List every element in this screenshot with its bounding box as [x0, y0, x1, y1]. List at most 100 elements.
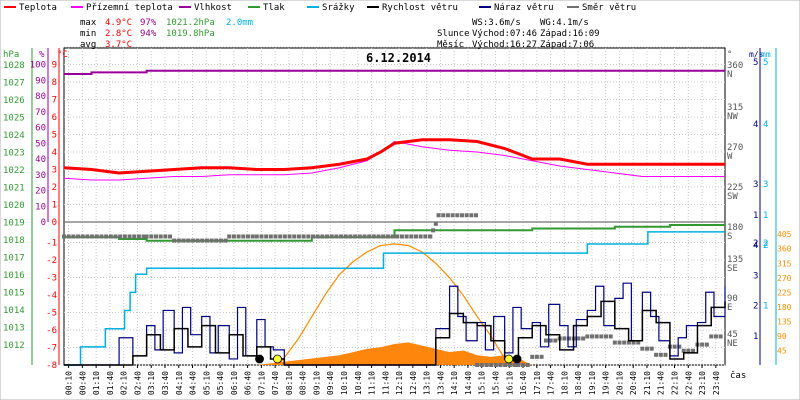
- solar-tick: 90: [777, 332, 787, 341]
- wind-direction-point: [273, 234, 278, 239]
- ms-tick: 2: [753, 302, 758, 312]
- wind-direction-point: [617, 340, 622, 345]
- hpa-tick: 1027: [3, 79, 25, 89]
- ms-tick: 4: [753, 120, 758, 130]
- solar-tick: 225: [777, 288, 792, 297]
- wind-direction-point: [469, 213, 474, 218]
- legend: Teplota Přízemní teplota Vlhkost Tlak Srážky…: [4, 3, 636, 13]
- wind-direction-point: [315, 234, 320, 239]
- dir-tick: 315: [727, 103, 743, 113]
- wind-direction-point: [654, 352, 659, 357]
- legend-label: Rychlost větru: [382, 3, 458, 13]
- wind-direction-point: [548, 338, 553, 343]
- degc-tick: -3: [46, 274, 57, 284]
- wind-direction-point: [200, 238, 205, 243]
- wind-direction-point: [250, 234, 255, 239]
- wind-direction-point: [649, 346, 654, 351]
- wind-direction-point: [489, 363, 494, 367]
- wind-direction-point: [376, 234, 381, 239]
- wind-direction-point: [589, 334, 594, 339]
- ms-tick: 2: [753, 239, 758, 249]
- wind-direction-point: [390, 234, 395, 239]
- ms-tick: 3: [753, 180, 758, 190]
- wind-direction-point: [658, 352, 663, 357]
- mm-tick: 1: [763, 302, 768, 312]
- wind-direction-point: [431, 228, 436, 233]
- wind-direction-point: [626, 340, 631, 345]
- wind-direction-point: [325, 234, 330, 239]
- degc-tick: 6: [52, 113, 57, 123]
- wind-direction-point: [245, 234, 250, 239]
- wind-direction-point: [521, 363, 526, 367]
- wind-direction-point: [176, 238, 181, 243]
- time-tick: 02:10: [120, 371, 129, 395]
- pct-tick: 20: [35, 187, 46, 197]
- time-tick: 22:10: [671, 371, 680, 395]
- ms-tick: 4: [753, 241, 758, 251]
- wind-direction-point: [231, 234, 236, 239]
- wind-direction-point: [622, 340, 627, 345]
- time-tick: 07:10: [257, 371, 266, 395]
- wind-direction-point: [399, 234, 404, 239]
- wind-direction-point: [498, 363, 503, 367]
- wind-direction-point: [691, 348, 696, 353]
- wind-direction-point: [585, 334, 590, 339]
- time-tick: 23:40: [712, 371, 721, 395]
- wind-direction-point: [455, 213, 460, 218]
- wind-direction-point: [484, 363, 489, 367]
- deg-axis-label: °: [727, 50, 732, 60]
- wind-direction-point: [141, 234, 146, 239]
- time-tick: 12:10: [395, 371, 404, 395]
- wind-direction-point: [118, 234, 123, 239]
- stats-label: min: [80, 29, 96, 39]
- wind-direction-point: [686, 348, 691, 353]
- dir-tick: 180: [727, 223, 743, 233]
- hpa-tick: 1016: [3, 271, 25, 281]
- pct-tick: 80: [35, 92, 46, 102]
- stats-temp: 2.8°C: [105, 29, 132, 39]
- stats: max 4.9°C 97% 1021.2hPa 2.0mm min 2.8°C 94% 1019…: [80, 18, 253, 50]
- time-tick: 01:40: [106, 371, 115, 395]
- stats-pressure: 1019.8hPa: [166, 29, 215, 39]
- stats-label: avg: [80, 40, 96, 50]
- solar-tick: 405: [777, 230, 792, 239]
- time-tick: 15:40: [491, 371, 500, 395]
- wind-direction-point: [357, 234, 362, 239]
- wind-direction-point: [418, 234, 423, 239]
- dir-tick-label: E: [727, 303, 732, 313]
- dir-tick-label: N: [727, 70, 732, 80]
- wind-direction-point: [172, 238, 177, 243]
- wind-direction-point: [348, 234, 353, 239]
- info-ws: WS:3.6m/s: [472, 18, 521, 28]
- solar-theoretical-line: [278, 243, 511, 366]
- wind-direction-point: [278, 234, 283, 239]
- degc-tick: 5: [52, 131, 57, 141]
- wind-direction-point: [209, 238, 214, 243]
- wind-direction-point: [334, 234, 339, 239]
- degc-tick: 1: [52, 201, 57, 211]
- wind-direction-point: [608, 334, 613, 339]
- time-tick: 06:10: [230, 371, 239, 395]
- wind-direction-point: [581, 336, 586, 341]
- right-axes: ° m/smm360N315NW270W225SW180S135SE90E45NE…: [727, 48, 792, 381]
- wind-direction-point: [640, 346, 645, 351]
- wind-direction-point: [409, 234, 414, 239]
- mm-tick: 5: [763, 58, 768, 68]
- time-tick: 00:40: [78, 371, 87, 395]
- degc-tick: 9: [52, 61, 57, 71]
- wind-direction-point: [464, 213, 469, 218]
- time-tick: 21:40: [657, 371, 666, 395]
- time-tick: 06:40: [244, 371, 253, 395]
- time-tick: 14:10: [450, 371, 459, 395]
- time-tick: 13:10: [423, 371, 432, 395]
- mm-tick: 3: [763, 180, 768, 190]
- pct-tick: 90: [35, 76, 46, 86]
- degc-tick: -8: [46, 361, 57, 371]
- wind-direction-point: [534, 354, 539, 359]
- legend-label: Vlhkost: [194, 3, 232, 13]
- time-tick: 10:40: [354, 371, 363, 395]
- solar-tick: 180: [777, 303, 792, 312]
- pct-tick: 40: [35, 155, 46, 165]
- wind-direction-point: [214, 238, 219, 243]
